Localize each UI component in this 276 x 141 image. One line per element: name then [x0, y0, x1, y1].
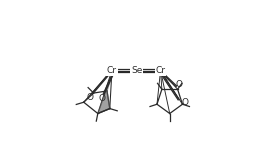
Text: Cr: Cr: [156, 66, 166, 75]
Text: O: O: [181, 98, 188, 107]
Text: O: O: [176, 80, 183, 89]
Text: O: O: [99, 94, 106, 103]
Text: Cr: Cr: [107, 66, 117, 75]
Text: Se: Se: [131, 66, 142, 75]
Text: O: O: [86, 93, 93, 102]
Polygon shape: [98, 70, 113, 114]
